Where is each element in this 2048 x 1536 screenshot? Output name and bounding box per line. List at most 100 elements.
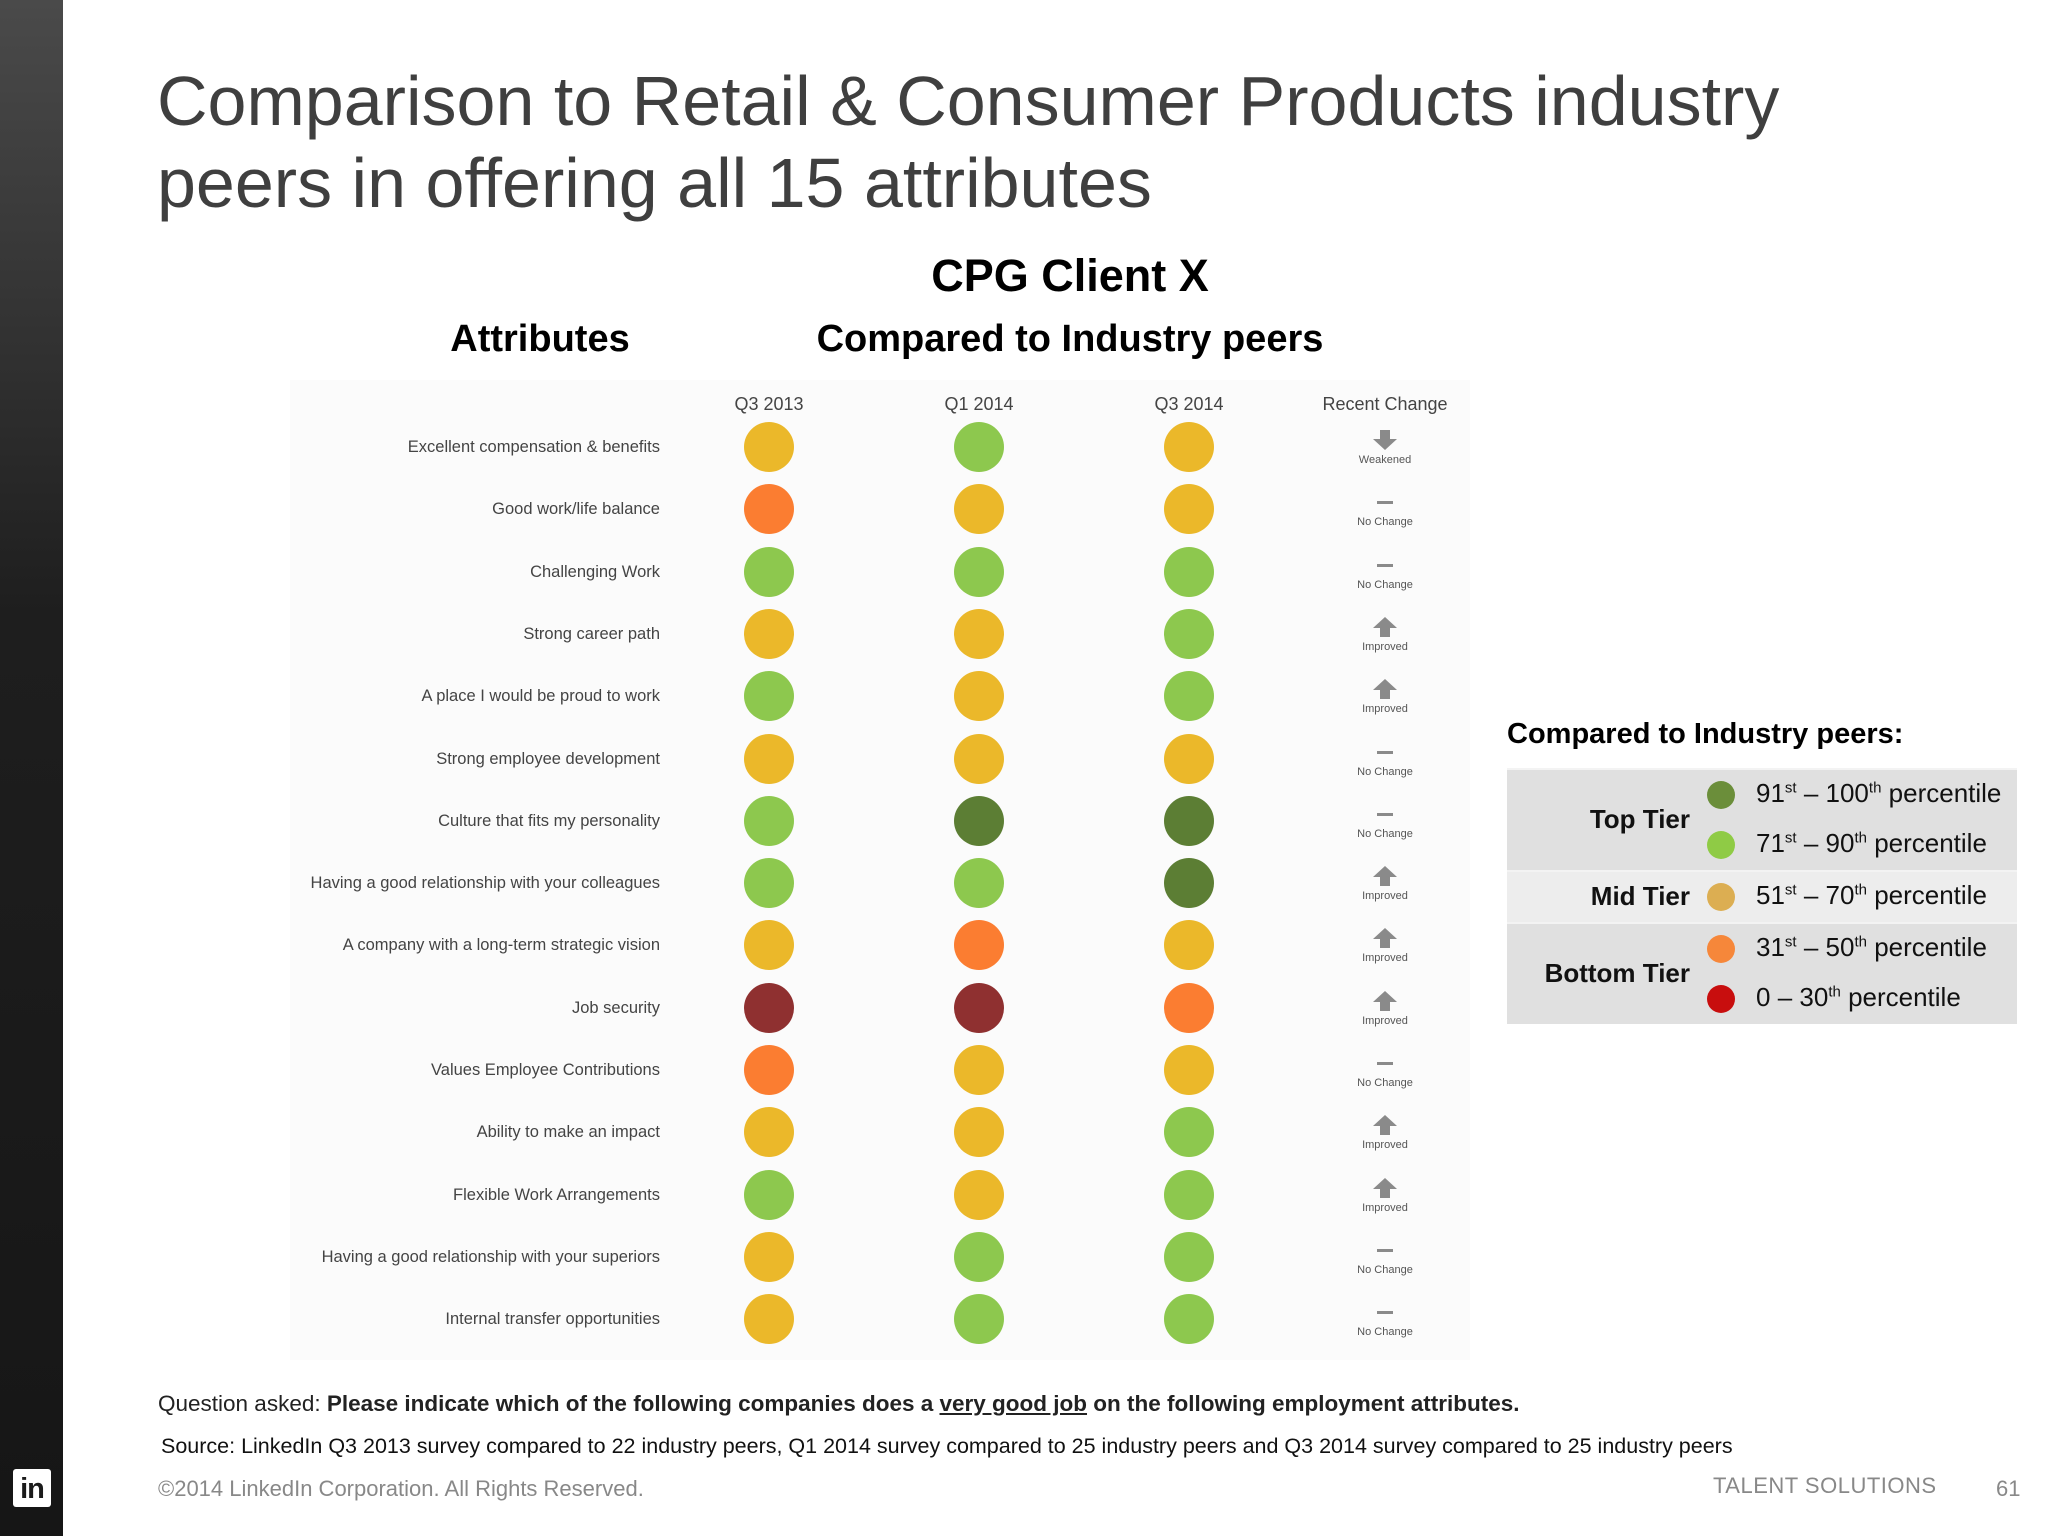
rating-dot	[954, 795, 1004, 846]
column-header: Q1 2014	[944, 394, 1014, 414]
recent-change: Improved	[1325, 1114, 1445, 1151]
range-suffix: percentile	[1874, 932, 1987, 962]
column-header: Q3 2014	[1154, 394, 1224, 414]
rating-dot	[954, 671, 1004, 722]
rating-dot	[744, 546, 794, 597]
rating-dot	[1164, 1231, 1214, 1282]
slide-title: Comparison to Retail & Consumer Products…	[157, 62, 1780, 222]
rating-dot	[954, 1231, 1004, 1282]
rating-dot	[1164, 484, 1214, 535]
change-text: No Change	[1357, 1326, 1413, 1339]
change-text: Improved	[1362, 1201, 1408, 1214]
change-text: No Change	[1357, 578, 1413, 591]
legend-item: 31st – 50th percentile	[1507, 924, 2017, 974]
recent-change: Weakened	[1325, 429, 1445, 466]
range-suffix: percentile	[1874, 880, 1987, 910]
rating-dot	[744, 858, 794, 909]
arrow-up-icon	[1373, 866, 1397, 887]
change-text: Improved	[1362, 890, 1408, 903]
rating-dot	[744, 795, 794, 846]
tier-name: Bottom Tier	[1544, 958, 1690, 988]
dash-icon	[1377, 1248, 1393, 1252]
rating-dot	[954, 733, 1004, 784]
range-end: 90	[1825, 828, 1855, 858]
rating-dot	[954, 982, 1004, 1033]
range-start-suffix: st	[1784, 779, 1797, 797]
tier-name: Top Tier	[1589, 804, 1690, 834]
attribute-label: Flexible Work Arrangements	[453, 1185, 660, 1204]
range-start: 91	[1756, 778, 1785, 808]
recent-change: Improved	[1325, 927, 1445, 964]
compared-heading: Compared to Industry peers	[816, 318, 1324, 360]
range-end-suffix: th	[1854, 933, 1867, 951]
change-text: No Change	[1357, 765, 1413, 778]
legend-range: 91st – 100th percentile	[1756, 778, 2002, 808]
rating-dot	[1164, 1107, 1214, 1158]
question-text-2: on the following employment attributes.	[1087, 1391, 1520, 1416]
rating-dot	[1164, 733, 1214, 784]
rating-dot	[1164, 982, 1214, 1033]
recent-change: Improved	[1325, 1177, 1445, 1214]
legend-range: 51st – 70th percentile	[1756, 880, 1987, 910]
recent-change: No Change	[1325, 1239, 1445, 1276]
rating-dot	[954, 1107, 1004, 1158]
rating-dot	[1164, 1294, 1214, 1345]
legend-title: Compared to Industry peers:	[1507, 718, 1904, 750]
legend-swatch	[1707, 985, 1735, 1013]
linkedin-logo-icon: in	[13, 1469, 51, 1507]
range-end: 50	[1825, 932, 1855, 962]
dash-icon	[1377, 1062, 1393, 1065]
range-end: 70	[1825, 880, 1855, 910]
change-text: Improved	[1362, 703, 1408, 716]
attribute-label: Job security	[571, 998, 660, 1017]
rating-dot	[744, 422, 794, 472]
range-suffix: percentile	[1874, 828, 1987, 858]
range-start: 51	[1756, 880, 1785, 910]
arrow-up-icon	[1373, 1115, 1397, 1136]
range-end-suffix: th	[1828, 983, 1841, 1001]
attribute-label: Culture that fits my personality	[438, 811, 660, 830]
range-start: 31	[1756, 932, 1785, 962]
recent-change: Improved	[1325, 990, 1445, 1027]
rating-dot	[744, 1045, 794, 1095]
legend-tier: Bottom Tier 31st – 50th percentile 0 – 30t…	[1507, 922, 2017, 1024]
recent-change: No Change	[1325, 741, 1445, 778]
range-start: 0	[1756, 982, 1771, 1012]
range-start-suffix: st	[1784, 829, 1797, 847]
legend-swatch	[1707, 935, 1735, 963]
dash-icon	[1377, 501, 1393, 505]
range-end: 30	[1799, 982, 1829, 1012]
dash-icon	[1377, 750, 1393, 754]
arrow-up-icon	[1373, 990, 1397, 1011]
rating-dot	[1164, 1045, 1214, 1095]
attribute-label: Strong career path	[523, 624, 660, 643]
question-asked: Question asked: Please indicate which of…	[158, 1391, 1520, 1417]
range-start-suffix: st	[1784, 881, 1797, 899]
rating-dot	[1164, 795, 1214, 846]
attribute-label: A place I would be proud to work	[421, 687, 660, 706]
rating-dot	[744, 1294, 794, 1345]
legend-item: 71st – 90th percentile	[1507, 820, 2017, 870]
rating-dot	[744, 608, 794, 659]
change-text: Improved	[1362, 1014, 1408, 1027]
arrow-up-icon	[1373, 1177, 1397, 1198]
legend-item: 91st – 100th percentile	[1507, 770, 2017, 820]
change-text: No Change	[1357, 1077, 1413, 1089]
rating-dot	[954, 920, 1004, 971]
column-header: Recent Change	[1322, 394, 1448, 414]
dash-icon	[1377, 812, 1393, 816]
rating-dot	[1164, 608, 1214, 659]
source-note: Source: LinkedIn Q3 2013 survey compared…	[161, 1434, 1733, 1458]
client-name: CPG Client X	[931, 250, 1209, 301]
copyright: ©2014 LinkedIn Corporation. All Rights R…	[158, 1476, 644, 1501]
tier-legend: Top Tier 91st – 100th percentile 71st – 90…	[1507, 768, 2017, 1024]
range-end-suffix: th	[1854, 829, 1867, 847]
change-text: No Change	[1357, 827, 1413, 840]
attribute-label: Values Employee Contributions	[431, 1061, 660, 1079]
rating-dot	[1164, 422, 1214, 472]
range-end-suffix: th	[1868, 779, 1882, 797]
rating-dot	[744, 671, 794, 722]
rating-dot	[1164, 1169, 1214, 1220]
range-end-suffix: th	[1854, 881, 1867, 899]
arrow-up-icon	[1373, 616, 1397, 637]
